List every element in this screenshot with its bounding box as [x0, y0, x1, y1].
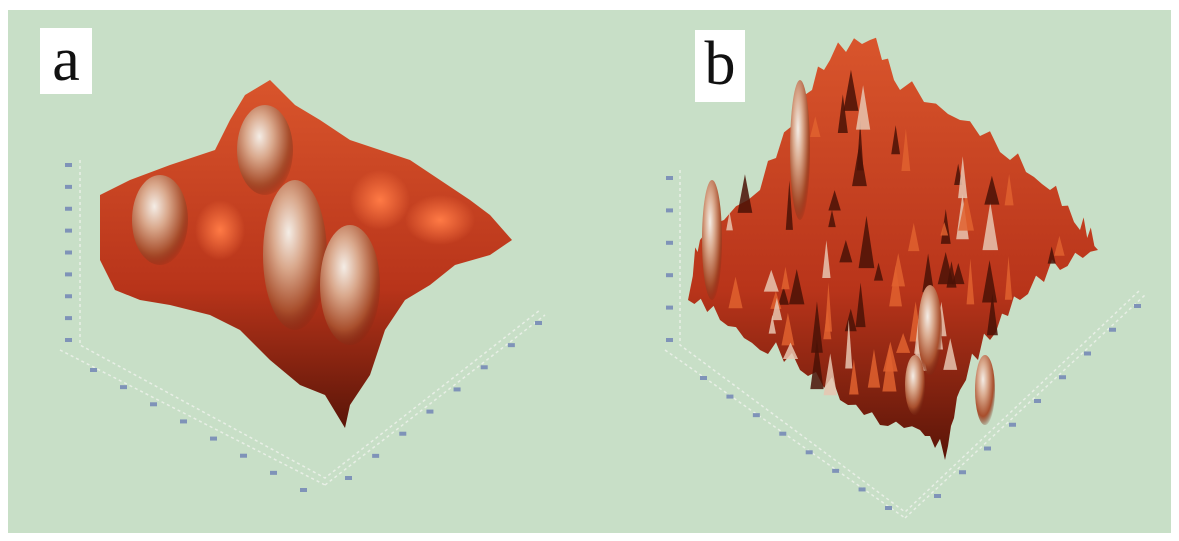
- tick-glyph: [399, 432, 406, 436]
- tick-glyph: [859, 487, 866, 491]
- tick-glyph: [959, 470, 966, 474]
- tick-glyph: [753, 413, 760, 417]
- panel-label: a: [52, 26, 80, 94]
- tick-glyph: [372, 454, 379, 458]
- tick-glyph: [1084, 352, 1091, 356]
- tick-glyph: [65, 272, 72, 276]
- tick-glyph: [832, 469, 839, 473]
- tick-glyph: [65, 251, 72, 255]
- tick-glyph: [726, 395, 733, 399]
- tick-glyph: [180, 419, 187, 423]
- tick-glyph: [1109, 328, 1116, 332]
- tick-glyph: [806, 450, 813, 454]
- tick-glyph: [666, 208, 673, 212]
- figure: a b: [0, 0, 1179, 541]
- tick-glyph: [779, 432, 786, 436]
- tick-glyph: [666, 176, 673, 180]
- tick-glyph: [666, 306, 673, 310]
- tick-glyph: [65, 207, 72, 211]
- tick-glyph: [934, 494, 941, 498]
- tick-glyph: [508, 343, 515, 347]
- tick-glyph: [535, 321, 542, 325]
- tick-glyph: [120, 385, 127, 389]
- peak: [905, 355, 925, 415]
- peak: [790, 80, 810, 220]
- tick-glyph: [65, 338, 72, 342]
- peak: [918, 285, 942, 375]
- tick-glyph: [65, 163, 72, 167]
- tick-glyph: [666, 241, 673, 245]
- tick-glyph: [1059, 375, 1066, 379]
- tick-glyph: [454, 387, 461, 391]
- peak: [975, 355, 995, 425]
- tick-glyph: [90, 368, 97, 372]
- tick-glyph: [345, 476, 352, 480]
- tick-glyph: [1034, 399, 1041, 403]
- tick-glyph: [65, 294, 72, 298]
- tick-glyph: [426, 410, 433, 414]
- tick-glyph: [300, 488, 307, 492]
- tick-glyph: [1009, 423, 1016, 427]
- tick-glyph: [150, 402, 157, 406]
- tick-glyph: [481, 365, 488, 369]
- tick-glyph: [240, 454, 247, 458]
- tick-glyph: [65, 229, 72, 233]
- peak: [702, 180, 722, 300]
- panel-label: b: [705, 30, 736, 98]
- tick-glyph: [1134, 304, 1141, 308]
- tick-glyph: [270, 471, 277, 475]
- tick-glyph: [700, 376, 707, 380]
- tick-glyph: [65, 185, 72, 189]
- tick-glyph: [210, 437, 217, 441]
- tick-glyph: [666, 338, 673, 342]
- tick-glyph: [984, 447, 991, 451]
- tick-glyph: [65, 316, 72, 320]
- tick-glyph: [666, 273, 673, 277]
- tick-glyph: [885, 506, 892, 510]
